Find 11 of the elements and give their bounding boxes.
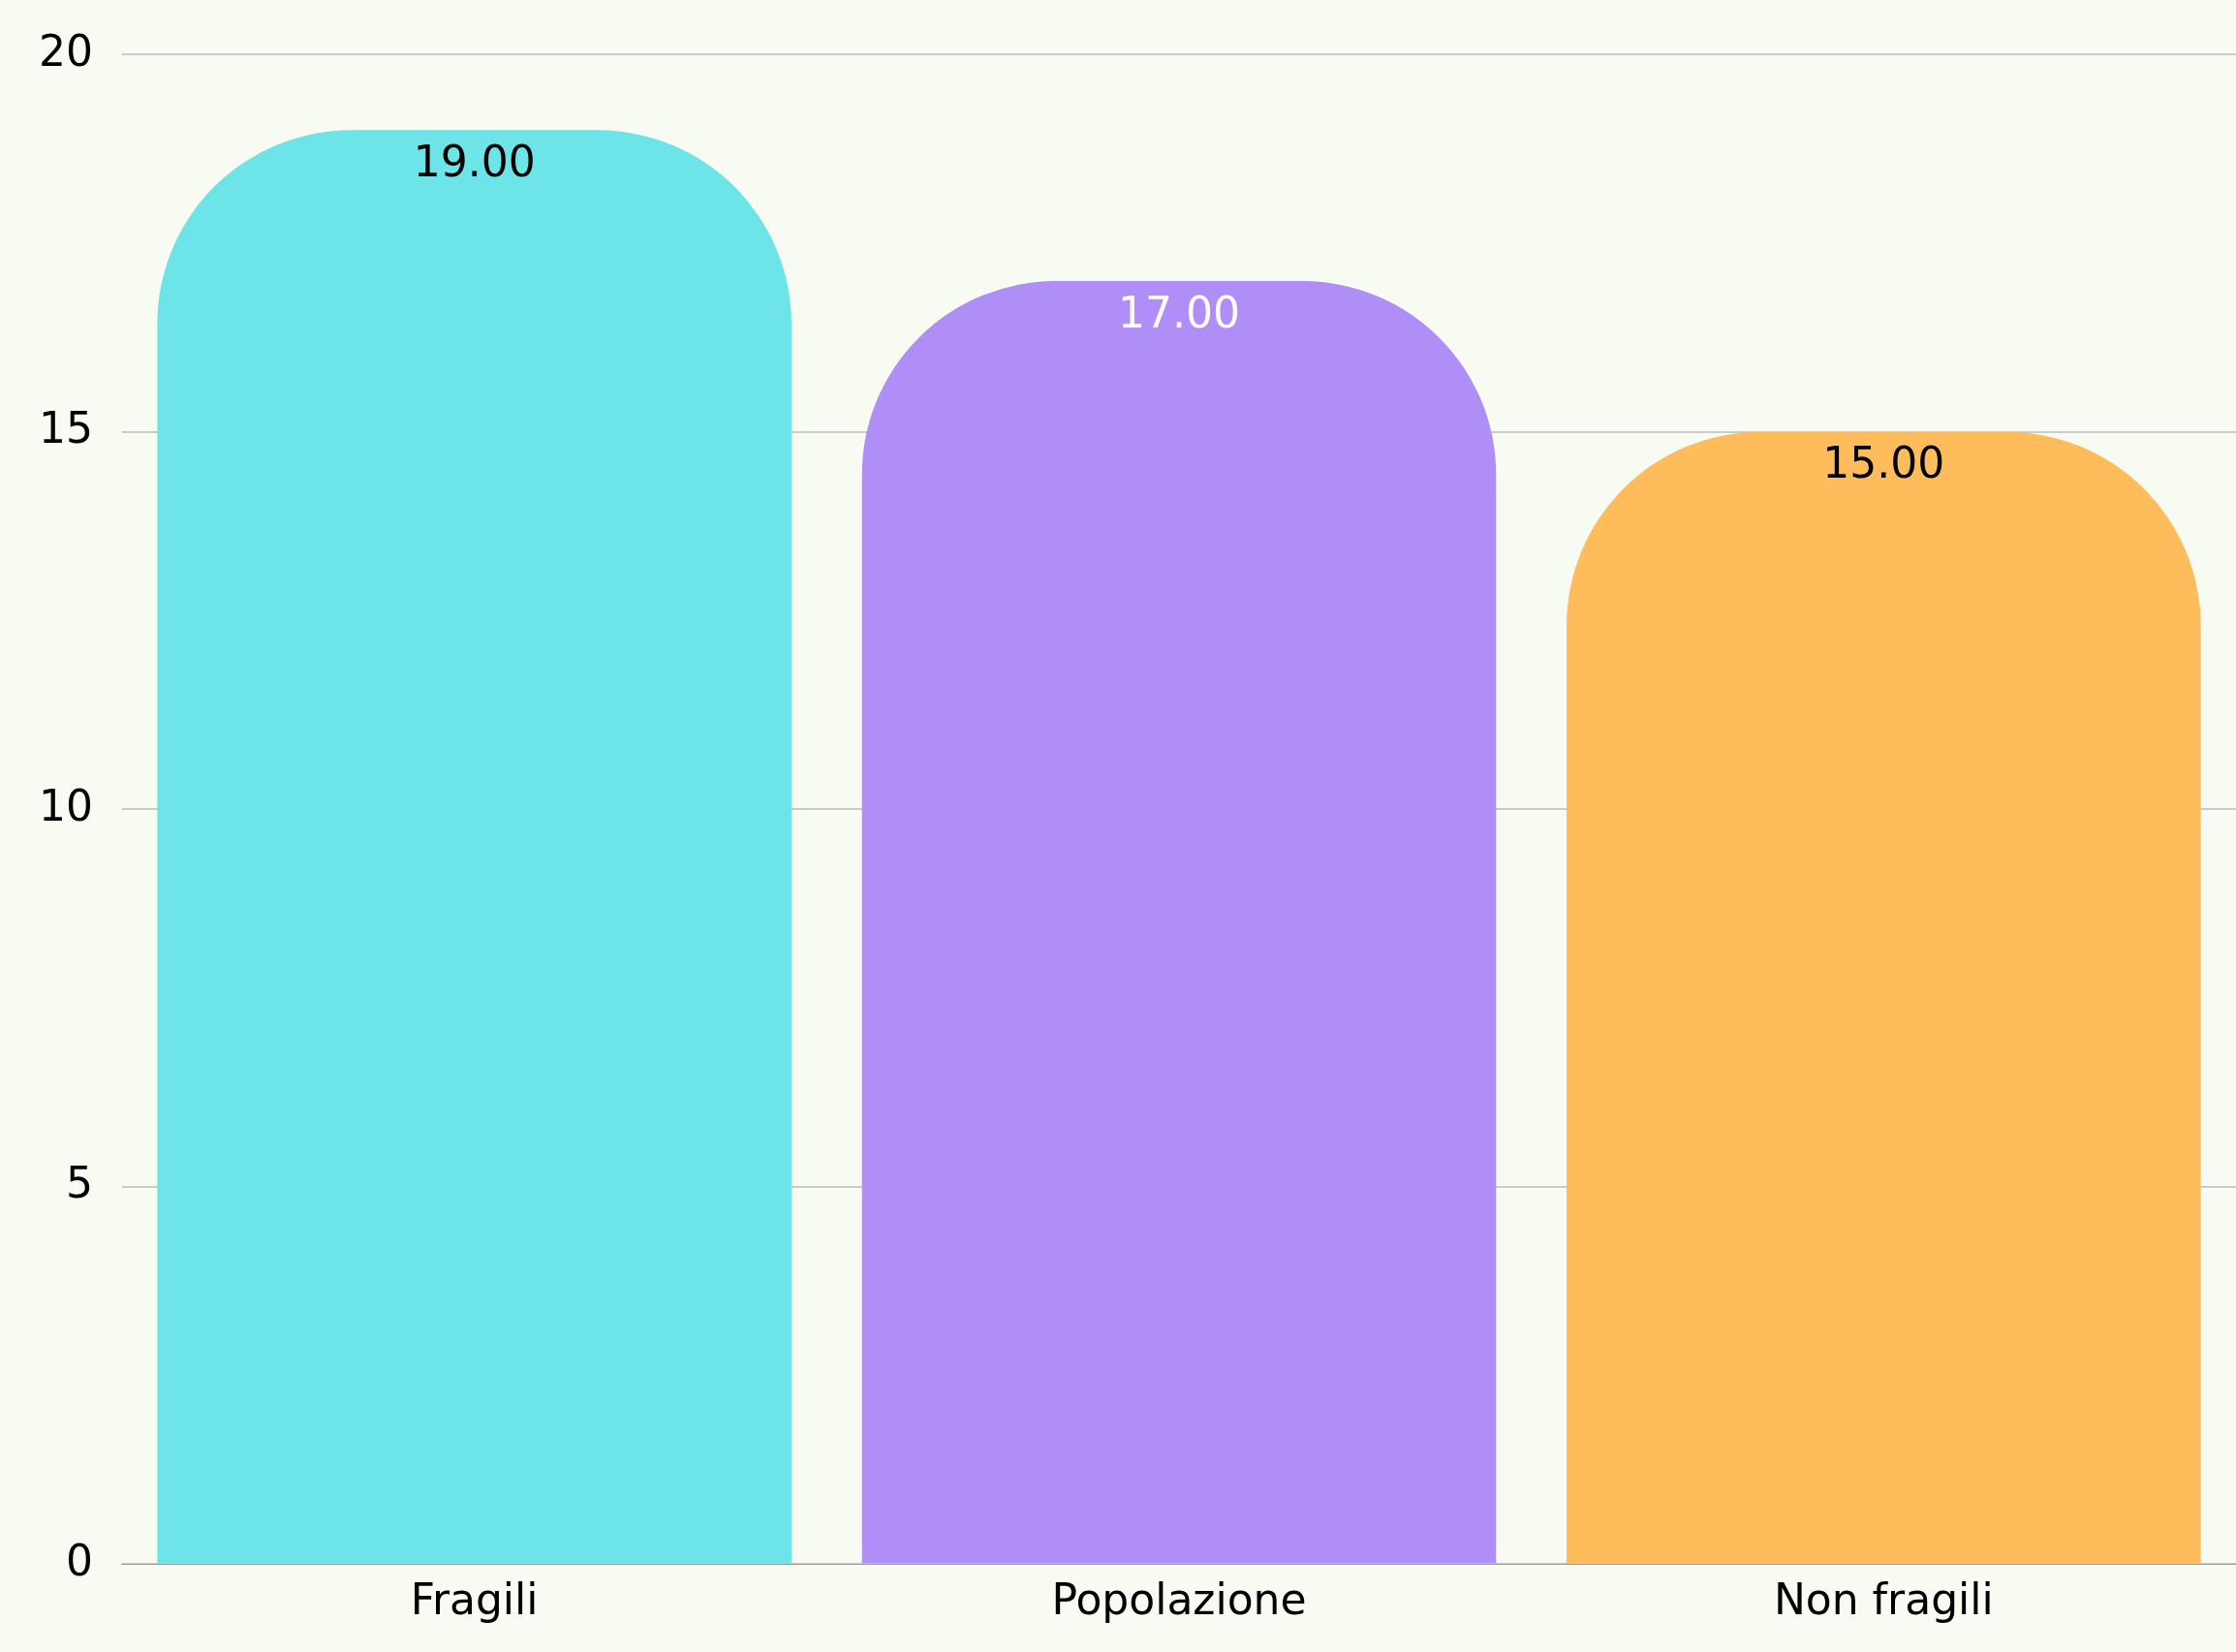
x-tick-label: Fragili [410,1574,539,1625]
y-tick-label: 0 [65,1535,93,1585]
data-label: 15.00 [1822,438,1945,488]
data-label: 17.00 [1118,287,1240,337]
data-label: 19.00 [413,136,536,186]
y-tick-label: 5 [65,1158,93,1208]
y-tick-label: 20 [38,25,93,76]
y-tick-label: 10 [38,780,93,830]
x-tick-label: Popolazione [1051,1574,1307,1625]
x-tick-label: Non fragili [1773,1574,1994,1625]
y-tick-label: 15 [38,403,93,453]
